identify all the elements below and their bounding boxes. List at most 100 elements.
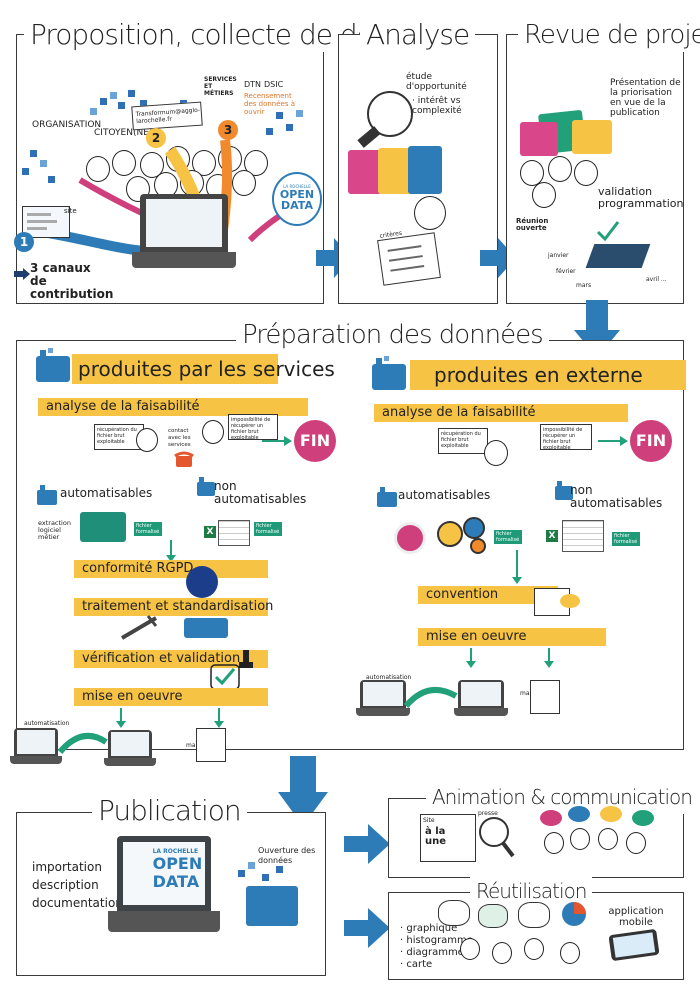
services-nonauto-folder	[197, 477, 215, 496]
services-fin: FIN	[294, 420, 336, 462]
pub-brand-open: OPEN	[152, 853, 203, 873]
extraction-machine	[80, 512, 126, 542]
line-chart-bubble	[438, 900, 470, 926]
services-excel-icon: X	[204, 526, 216, 538]
pub-brand-data: DATA	[152, 871, 200, 891]
month-avril: avril ...	[646, 276, 667, 283]
preparation-title: Préparation des données	[236, 318, 549, 352]
services-manual-sheet	[196, 728, 226, 762]
folder-blue	[408, 146, 442, 194]
externe-automatisables: automatisables	[398, 488, 491, 502]
reut-histogramme: · histogramme	[400, 935, 473, 946]
publication-laptop: LA ROCHELLE OPEN DATA	[108, 836, 220, 932]
externe-non-automatisables: non automatisables	[570, 483, 663, 510]
externe-recuperation: récupération du fichier brut exploitable	[441, 431, 481, 449]
phone-icon	[174, 451, 194, 467]
publication-importation: importation	[32, 860, 102, 874]
pie-chart-icon	[562, 902, 586, 926]
channel-badge-1: 1	[14, 232, 34, 252]
central-laptop	[132, 194, 236, 268]
criteria-sheet: critères	[377, 230, 441, 286]
calendar-stack	[585, 244, 651, 268]
etude-label: étude d'opportunité	[406, 72, 467, 92]
reut-diagramme: · diagramme	[400, 947, 464, 958]
services-impossibilite-card: impossibilité de récupérer un fichier br…	[228, 414, 278, 441]
externe-folder-icon	[372, 356, 406, 390]
externe-auto-folder	[377, 487, 397, 507]
brand-top: LA ROCHELLE	[283, 184, 311, 189]
month-janvier: janvier	[548, 252, 569, 259]
externe-fichier-manuel: fichier formalisé	[612, 532, 640, 546]
bar-chart-bubble	[518, 902, 550, 928]
animation-alaune: à la une	[425, 826, 447, 847]
services-mise: mise en oeuvre	[74, 688, 268, 706]
canaux-label: 3 canaux de contribution	[30, 261, 114, 301]
presentation-label: Présentation de la priorisation en vue d…	[610, 78, 681, 118]
services-automatisables: automatisables	[60, 486, 153, 500]
animation-site: Site	[423, 817, 435, 824]
externe-laptop-right	[454, 680, 508, 716]
month-mars: mars	[576, 282, 592, 289]
dsic-label: DSIC	[264, 80, 284, 89]
organisation-label: ORGANISATION	[32, 120, 102, 130]
services-header-text: produites par les services	[78, 357, 335, 381]
map-bubble	[478, 904, 508, 928]
services-extraction: extraction logiciel métier	[38, 519, 71, 541]
externe-arrow-manuel	[544, 648, 554, 668]
revue-folder-yellow	[572, 120, 612, 154]
publication-title: Publication	[92, 794, 247, 828]
reut-carte: · carte	[400, 959, 433, 970]
publication-description: description	[32, 878, 99, 892]
services-folder-icon	[36, 348, 70, 382]
arrow-right-icon	[14, 268, 30, 280]
externe-convention: convention	[418, 586, 558, 604]
externe-automatisation: automatisation	[366, 674, 412, 681]
services-thinker	[202, 420, 224, 444]
externe-auto-arrow	[404, 686, 458, 709]
animation-magnifier-icon	[479, 817, 515, 858]
externe-faisabilite: analyse de la faisabilité	[374, 404, 628, 422]
services-impossibilite: impossibilité de récupérer un fichier br…	[231, 417, 271, 441]
gears-icon	[437, 517, 486, 554]
services-laptop-right	[104, 730, 156, 766]
flow-arrow-animation	[344, 824, 390, 864]
flow-arrow-down-2	[278, 756, 328, 826]
validation-label: validation programmation	[598, 185, 684, 210]
validation-check-icon	[210, 664, 240, 690]
services-recuperation-card: récupération du fichier brut exploitable	[94, 424, 144, 450]
externe-arrow-a	[512, 550, 522, 584]
services-fichier-auto: fichier formalisé	[134, 522, 162, 536]
externe-manual-sheet	[530, 680, 560, 714]
externe-excel-icon: X	[546, 530, 558, 542]
services-laptop-left	[10, 728, 62, 764]
externe-laptop-left	[356, 680, 410, 716]
services-recuperation: récupération du fichier brut exploitable	[97, 427, 137, 445]
rgpd-lock-icon	[186, 566, 218, 598]
folder-yellow	[378, 148, 412, 194]
services-verification: vérification et validation	[74, 650, 268, 668]
services-contact: contact avec les services	[168, 428, 191, 448]
services-fichier-manuel: fichier formalisé	[254, 522, 282, 536]
citoyen-label: CITOYEN(NE)	[94, 128, 153, 138]
brand-open: OPEN	[279, 188, 315, 201]
services-non-automatisables: non automatisables	[214, 479, 307, 506]
services-spreadsheet	[218, 520, 250, 546]
externe-impossibilite-card: impossibilité de récupérer un fichier br…	[540, 424, 592, 451]
externe-fichier-auto: fichier formalisé	[494, 530, 522, 544]
externe-impossibilite: impossibilité de récupérer un fichier br…	[543, 427, 583, 451]
externe-fin: FIN	[630, 420, 672, 462]
folder-pink	[348, 150, 382, 194]
site-screen	[22, 206, 70, 238]
revue-folder-pink	[520, 122, 558, 156]
reut-graphique: · graphique	[400, 923, 458, 934]
services-arrow-manuel	[214, 708, 224, 728]
checkmark-icon	[596, 221, 620, 242]
externe-button-icon	[394, 522, 426, 554]
arrow-to-fin-left	[262, 436, 292, 446]
services-arrow-a	[166, 540, 176, 562]
services-traitement: traitement et standardisation	[74, 598, 273, 616]
services-metiers-label: SERVICES ET MÉTIERS	[204, 76, 237, 97]
animation-title: Animation & communication	[426, 780, 698, 814]
externe-person	[484, 440, 508, 466]
recensement-label: Recensement des données à ouvrir	[244, 92, 295, 116]
